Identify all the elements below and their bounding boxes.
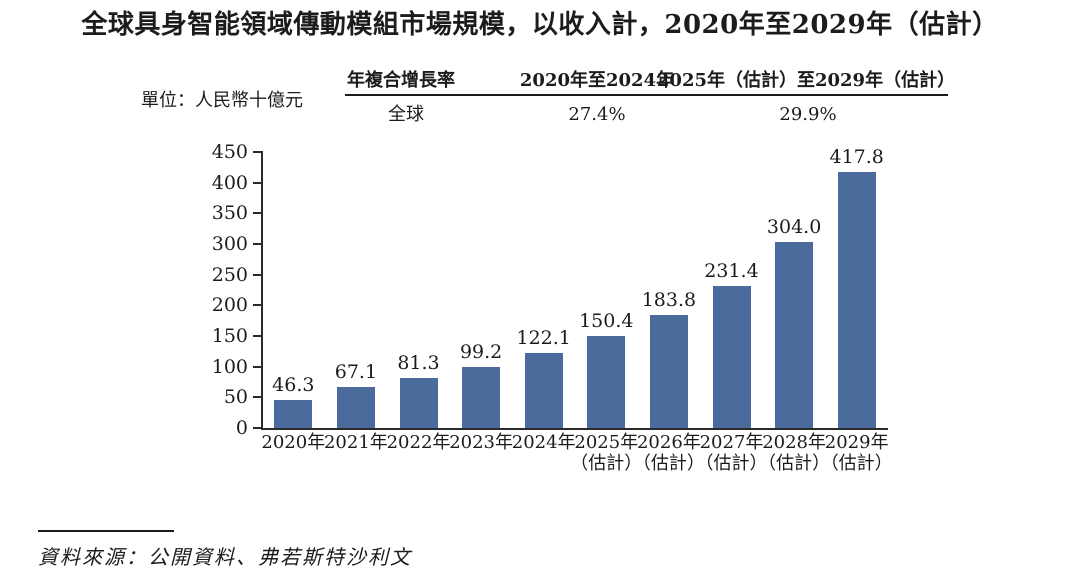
bar-value-label: 304.0 — [766, 215, 822, 238]
x-tick-label: 2028年 — [762, 432, 826, 453]
bar — [336, 386, 375, 428]
x-tick-label-estimate: （估計） — [820, 453, 893, 474]
y-tick-label: 250 — [211, 263, 248, 286]
x-tick-label: 2026年 — [636, 432, 701, 453]
cagr-header-period-1: 2020年至2024年 — [519, 70, 675, 91]
cagr-row-label: 全球 — [388, 104, 424, 125]
cagr-value-period-1: 27.4% — [568, 104, 626, 125]
y-tick-label: 0 — [235, 417, 248, 439]
cagr-value-period-2: 29.9% — [779, 104, 837, 125]
cagr-table-rule — [345, 94, 948, 96]
bar — [712, 286, 751, 428]
y-tick-label: 50 — [223, 386, 248, 409]
y-tick-label: 100 — [211, 355, 248, 378]
bar-value-label: 81.3 — [397, 352, 440, 375]
y-tick-mark — [253, 273, 261, 276]
bar — [649, 315, 688, 428]
y-tick-label: 350 — [211, 202, 248, 225]
bar-value-label: 67.1 — [334, 360, 378, 383]
y-tick-mark — [253, 181, 261, 184]
bar-value-label: 417.8 — [829, 145, 884, 168]
y-tick-mark — [253, 335, 261, 337]
bar-value-label: 183.8 — [641, 289, 697, 312]
y-tick-label: 400 — [211, 171, 248, 194]
unit-label: 單位：人民幣十億元 — [141, 90, 303, 111]
x-tick-label: 2021年 — [323, 432, 388, 453]
y-tick-mark — [253, 396, 261, 399]
y-tick-mark — [253, 365, 261, 368]
x-tick-label-estimate: （估計） — [570, 453, 643, 474]
y-tick-label: 450 — [211, 141, 248, 163]
y-axis-line — [261, 151, 263, 430]
bar — [775, 241, 814, 428]
y-tick-mark — [253, 151, 261, 153]
source-note: 資料來源：公開資料、弗若斯特沙利文 — [38, 545, 412, 569]
bar — [274, 399, 313, 428]
bar-value-label: 99.2 — [459, 341, 503, 364]
y-tick-mark — [253, 427, 261, 429]
bar — [837, 171, 876, 428]
x-tick-label: 2023年 — [449, 432, 513, 453]
x-tick-label-estimate: （估計） — [695, 453, 768, 474]
y-tick-label: 300 — [211, 233, 248, 255]
bar-value-label: 122.1 — [516, 327, 571, 350]
page-title: 全球具身智能領域傳動模組市場規模，以收入計，2020年至2029年（估計） — [81, 10, 999, 40]
x-tick-label-estimate: （估計） — [632, 453, 705, 474]
source-divider — [38, 530, 174, 532]
y-tick-mark — [253, 243, 261, 245]
bar — [524, 353, 563, 428]
x-axis-line — [261, 428, 888, 430]
bar — [587, 335, 626, 428]
cagr-header-label: 年複合增長率 — [347, 70, 455, 91]
bar-value-label: 46.3 — [272, 373, 315, 396]
bar-value-label: 150.4 — [579, 309, 634, 332]
y-tick-mark — [253, 212, 261, 215]
y-tick-label: 150 — [211, 325, 248, 347]
y-tick-mark — [253, 304, 261, 307]
x-tick-label-estimate: （估計） — [758, 453, 831, 474]
x-tick-label: 2027年 — [699, 432, 764, 453]
cagr-header-period-2: 2025年（估計）至2029年（估計） — [656, 70, 956, 91]
bar — [399, 378, 438, 428]
y-tick-label: 200 — [211, 294, 248, 317]
x-tick-label: 2020年 — [261, 432, 326, 453]
x-tick-label: 2024年 — [511, 432, 576, 453]
bar — [462, 367, 501, 428]
x-tick-label: 2022年 — [386, 432, 451, 453]
bar-value-label: 231.4 — [704, 260, 759, 283]
x-tick-label: 2025年 — [574, 432, 639, 453]
x-tick-label: 2029年 — [824, 432, 889, 453]
